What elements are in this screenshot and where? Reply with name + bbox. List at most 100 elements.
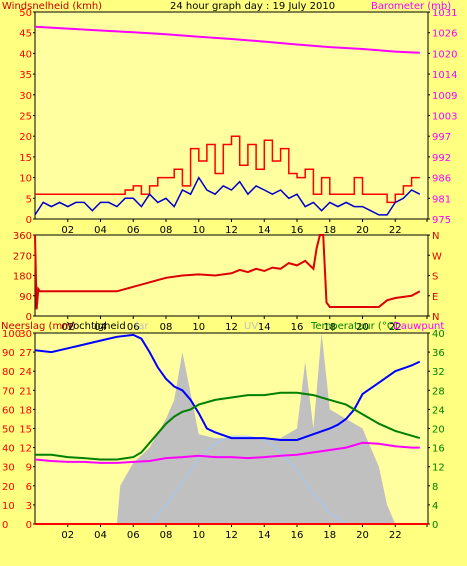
x-tick-label: 04: [94, 225, 107, 236]
direction-axis-tick-label: 360: [13, 231, 32, 242]
temperature-axis-tick-label: 20: [432, 425, 445, 436]
barometer-axis-tick-label: 1014: [432, 70, 457, 81]
direction-axis-tick-label: 180: [13, 272, 32, 283]
temperature-axis-tick-label: 36: [432, 348, 445, 359]
barometer-axis-tick-label: 1003: [432, 112, 457, 123]
direction-axis-tick-label: 0: [26, 312, 32, 323]
x-tick-label: 14: [258, 225, 271, 236]
wind-axis-tick-label: 50: [19, 8, 32, 19]
x-tick-label: 16: [291, 322, 304, 333]
barometer-axis-tick-label: 1009: [432, 91, 457, 102]
solar-legend: Solar: [123, 321, 149, 332]
wind-axis-tick-label: 40: [19, 49, 32, 60]
barometer-axis-tick-label: 1026: [432, 29, 457, 40]
graph-title: 24 hour graph day : 19 July 2010: [170, 1, 336, 12]
wind-axis-tick-label: 10: [19, 174, 32, 185]
humidity-axis-tick-label: 0: [2, 520, 8, 531]
x-tick-label: 02: [61, 322, 74, 333]
direction-plot-area: [34, 234, 429, 317]
x-tick-label: 04: [94, 530, 107, 541]
rain-axis-title: Neerslag (mm): [1, 321, 76, 332]
temperature-axis-tick-label: 12: [432, 463, 445, 474]
uv-legend: UV: [244, 321, 259, 332]
humidity-axis-tick-label: 100: [2, 329, 21, 340]
compass-axis-tick-label: S: [432, 272, 438, 283]
x-tick-label: 08: [160, 225, 173, 236]
wind-axis-tick-label: 35: [19, 70, 32, 81]
rain-axis-tick-label: 21: [19, 386, 32, 397]
x-tick-label: 08: [160, 530, 173, 541]
x-tick-label: 20: [356, 322, 369, 333]
compass-axis-tick-label: N: [432, 312, 439, 323]
temperature-axis-tick-label: 40: [432, 329, 445, 340]
direction-axis-tick-label: 270: [13, 251, 32, 262]
series-humidity-line: [34, 333, 421, 441]
humidity-axis-tick-label: 90: [2, 348, 15, 359]
temperature-axis-tick-label: 28: [432, 386, 445, 397]
temperature-axis-tick-label: 0: [432, 520, 438, 531]
x-tick-label: 10: [192, 225, 205, 236]
humidity-axis-tick-label: 30: [2, 463, 15, 474]
humidity-axis-tick-label: 60: [2, 405, 15, 416]
x-tick-label: 14: [258, 322, 271, 333]
x-tick-label: 06: [127, 225, 140, 236]
rain-axis-tick-label: 18: [19, 405, 32, 416]
rain-axis-tick-label: 27: [19, 348, 32, 359]
barometer-axis-tick-label: 1020: [432, 49, 457, 60]
series-barometer-line: [34, 25, 420, 54]
humidity-axis-tick-label: 80: [2, 367, 15, 378]
rain-axis-tick-label: 30: [19, 329, 32, 340]
temperature-legend: Temperatuur (°C): [311, 321, 398, 332]
compass-axis-tick-label: W: [432, 251, 442, 262]
x-tick-label: 22: [389, 530, 402, 541]
humidity-axis-tick-label: 70: [2, 386, 15, 397]
compass-axis-tick-label: N: [432, 231, 439, 242]
chart-layer: 5045403530252015105010311026102010141009…: [2, 8, 457, 541]
wind-axis-title: Windsnelheid (kmh): [2, 1, 103, 12]
x-tick-label: 02: [61, 530, 74, 541]
barometer-axis-title: Barometer (mb): [371, 1, 452, 12]
humidity-axis-tick-label: 10: [2, 501, 15, 512]
wind-axis-tick-label: 25: [19, 112, 32, 123]
series-average-line: [34, 176, 421, 216]
x-tick-label: 12: [225, 530, 238, 541]
wind-axis-tick-label: 0: [26, 215, 32, 226]
series-solar-area: [35, 333, 428, 524]
temperature-axis-tick-label: 16: [432, 444, 445, 455]
x-tick-label: 20: [356, 530, 369, 541]
barometer-axis-tick-label: 986: [432, 174, 451, 185]
x-tick-label: 16: [291, 225, 304, 236]
humidity-axis-tick-label: 50: [2, 425, 15, 436]
compass-axis-tick-label: E: [432, 292, 438, 303]
barometer-axis-tick-label: 1031: [432, 8, 457, 19]
x-tick-label: 06: [127, 530, 140, 541]
x-tick-label: 22: [389, 322, 402, 333]
series-uv-line: [149, 435, 347, 525]
wind-axis-tick-label: 5: [26, 194, 32, 205]
rain-axis-tick-label: 9: [26, 463, 32, 474]
wind-plot-area: [34, 11, 429, 220]
series-temperature-line: [35, 391, 421, 461]
dewpoint-legend: Dauwpunt: [393, 321, 445, 332]
humidity-axis-tick-label: 20: [2, 482, 15, 493]
humidity-legend: Vochtigheid: [67, 321, 126, 332]
temperature-axis-tick-label: 32: [432, 367, 445, 378]
barometer-axis-tick-label: 997: [432, 132, 451, 143]
x-tick-label: 18: [323, 225, 336, 236]
series-direction-line: [34, 234, 421, 310]
x-tick-label: 10: [192, 530, 205, 541]
wind-axis-tick-label: 20: [19, 132, 32, 143]
x-tick-label: 14: [258, 530, 271, 541]
rain-axis-tick-label: 24: [19, 367, 32, 378]
x-tick-label: 18: [323, 530, 336, 541]
wind-axis-tick-label: 15: [19, 153, 32, 164]
direction-axis-tick-label: 90: [19, 292, 32, 303]
barometer-axis-tick-label: 992: [432, 153, 451, 164]
wind-axis-tick-label: 45: [19, 29, 32, 40]
x-tick-label: 12: [225, 322, 238, 333]
x-tick-label: 18: [323, 322, 336, 333]
series-dewpoint-line: [34, 441, 420, 464]
x-tick-label: 12: [225, 225, 238, 236]
series-gust-line: [35, 135, 420, 204]
